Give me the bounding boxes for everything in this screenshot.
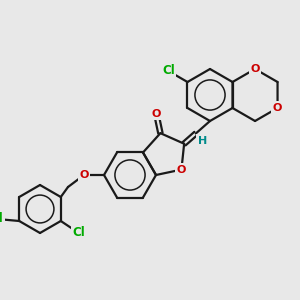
Text: O: O: [152, 109, 161, 118]
Text: Cl: Cl: [72, 226, 85, 239]
Text: Cl: Cl: [162, 64, 175, 77]
Text: O: O: [79, 170, 89, 180]
Text: Cl: Cl: [0, 212, 4, 226]
Text: O: O: [177, 165, 186, 175]
Text: O: O: [250, 64, 260, 74]
Text: H: H: [198, 136, 207, 146]
Text: O: O: [273, 103, 282, 113]
